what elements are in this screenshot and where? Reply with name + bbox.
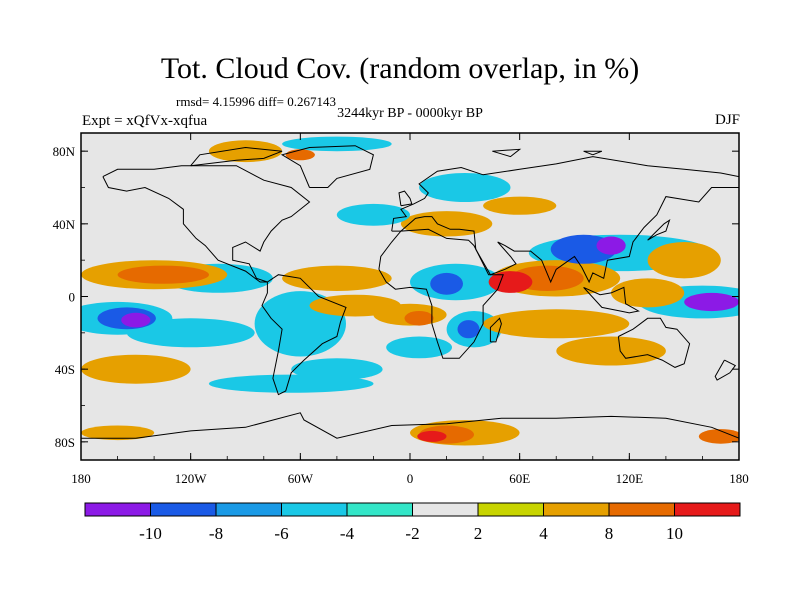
- colorbar-swatch: [346, 502, 413, 517]
- colorbar-swatch: [543, 502, 610, 517]
- anomaly-region: [430, 272, 463, 295]
- coastline-path: [489, 317, 502, 343]
- coastline-path: [190, 146, 283, 167]
- x-tick-label: 120E: [616, 471, 644, 486]
- coastline-path: [583, 150, 603, 156]
- statistics-text: rmsd= 4.15996 diff= 0.267143: [176, 94, 336, 109]
- anomaly-region: [684, 292, 739, 312]
- colorbar-swatch: [215, 502, 282, 517]
- x-tick-label: 60W: [288, 471, 314, 486]
- anomaly-region: [457, 320, 480, 339]
- colorbar-label: -6: [274, 524, 288, 543]
- colorbar-swatch: [412, 502, 479, 517]
- anomaly-region: [400, 211, 493, 237]
- coastline-path: [81, 412, 739, 439]
- y-tick-label: 80N: [53, 144, 76, 159]
- anomaly-region: [483, 309, 630, 339]
- x-tick-label: 180: [71, 471, 91, 486]
- x-tick-label: 0: [407, 471, 414, 486]
- anomaly-region: [81, 354, 191, 384]
- season-label: DJF: [714, 112, 740, 128]
- colorbar-label: 4: [539, 524, 548, 543]
- colorbar-label: -2: [405, 524, 419, 543]
- anomaly-region: [488, 271, 533, 293]
- map-title: Tot. Cloud Cov. (random overlap, in %): [160, 52, 640, 85]
- anomaly-region: [417, 430, 447, 442]
- anomaly-region: [208, 140, 283, 163]
- anomaly-region: [208, 374, 374, 393]
- y-tick-label: 40N: [53, 217, 76, 232]
- anomaly-region: [556, 336, 666, 366]
- coastline-path: [280, 145, 374, 188]
- y-tick-label: 80S: [55, 435, 75, 450]
- x-tick-label: 120W: [175, 471, 208, 486]
- x-tick-label: 60E: [509, 471, 530, 486]
- coastline-path: [583, 286, 640, 314]
- colorbar-swatch: [608, 502, 675, 517]
- coastline-path: [391, 156, 739, 284]
- colorbar-swatch: [281, 502, 348, 517]
- colorbar-label: -4: [340, 524, 355, 543]
- anomaly-region: [611, 278, 685, 308]
- coastline-path: [492, 148, 522, 158]
- anomaly-region: [282, 265, 392, 291]
- coastlines: [81, 145, 739, 439]
- experiment-label: Expt = xQfVx-xqfua: [82, 113, 208, 129]
- map-clip-group: [81, 133, 739, 460]
- coastline-path: [617, 317, 691, 368]
- anomaly-region: [336, 203, 410, 226]
- anomaly-region: [404, 311, 434, 326]
- coastline-path: [102, 165, 311, 283]
- x-tick-label: 180: [729, 471, 749, 486]
- coastline-path: [647, 218, 671, 241]
- anomaly-region: [698, 429, 739, 444]
- colorbar-swatch: [150, 502, 217, 517]
- colorbar-label: 10: [666, 524, 683, 543]
- period-subtitle: 3244kyr BP - 0000kyr BP: [337, 106, 483, 121]
- colorbar-label: 2: [474, 524, 483, 543]
- coastline-path: [261, 274, 347, 396]
- coastline-path: [378, 228, 504, 359]
- anomaly-region: [121, 312, 151, 328]
- map-plot-area: [81, 133, 739, 460]
- anomaly-region: [647, 242, 721, 279]
- colorbar-label: -10: [139, 524, 162, 543]
- map-axes: 180 120W 60W 0 60E 120E 180 80N 40N 0 40S 80S: [53, 132, 749, 486]
- coastline-path: [714, 359, 737, 381]
- y-tick-label: 0: [69, 290, 76, 305]
- colorbar-swatch: [477, 502, 544, 517]
- anomaly-region: [81, 425, 155, 441]
- anomaly-region: [291, 358, 383, 381]
- anomaly-region: [285, 149, 315, 161]
- colorbar: -10 -8 -6 -4 -2 2 4 8 10: [84, 502, 741, 543]
- anomaly-region: [596, 236, 626, 255]
- anomaly-region: [386, 336, 452, 359]
- coastline-path: [398, 190, 413, 207]
- colorbar-label: -8: [209, 524, 223, 543]
- colorbar-swatch: [84, 502, 151, 517]
- anomaly-region: [483, 196, 557, 215]
- y-tick-label: 40S: [55, 362, 75, 377]
- anomaly-region: [117, 265, 209, 284]
- anomaly-region: [282, 136, 392, 152]
- anomaly-region: [419, 173, 511, 202]
- colorbar-label: 8: [605, 524, 614, 543]
- colorbar-swatch: [674, 502, 741, 517]
